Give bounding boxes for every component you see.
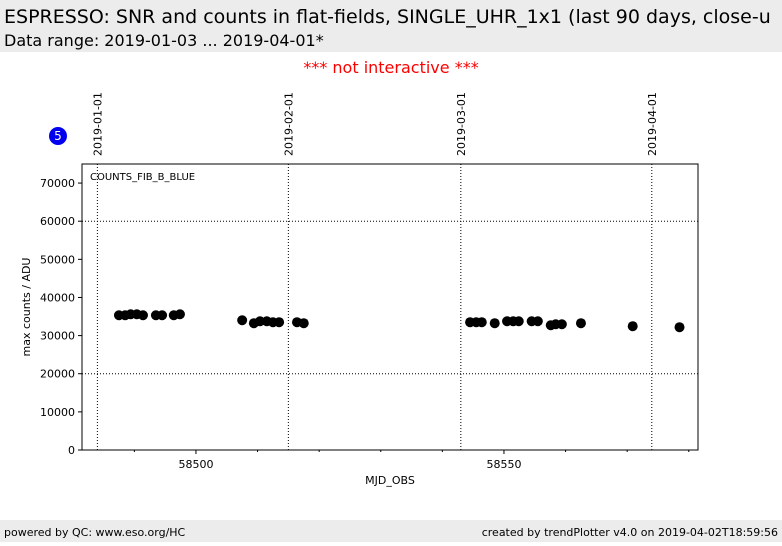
point [674, 322, 685, 333]
footer-band [0, 520, 782, 542]
y-tick-label: 20000 [40, 368, 75, 381]
point [274, 317, 285, 328]
y-tick-label: 10000 [40, 406, 75, 419]
point [476, 317, 487, 328]
header-band [0, 0, 782, 52]
y-tick-label: 30000 [40, 330, 75, 343]
date-label: 2019-02-01 [282, 92, 295, 156]
point [298, 318, 309, 329]
y-tick-label: 60000 [40, 215, 75, 228]
series-label: COUNTS_FIB_B_BLUE [90, 172, 195, 183]
y-tick-label: 70000 [40, 177, 75, 190]
x-tick-label: 58500 [178, 458, 213, 471]
page-subtitle: Data range: 2019-01-03 ... 2019-04-01* [4, 31, 324, 50]
footer-left: powered by QC: www.eso.org/HC [4, 526, 186, 539]
date-label: 2019-04-01 [646, 92, 659, 156]
point [575, 318, 586, 329]
point [174, 309, 185, 320]
point [532, 316, 543, 327]
point [556, 319, 567, 330]
point [627, 321, 638, 332]
date-label: 2019-03-01 [455, 92, 468, 156]
x-tick-label: 58550 [486, 458, 521, 471]
footer-right: created by trendPlotter v4.0 on 2019-04-… [482, 526, 778, 539]
page-title: ESPRESSO: SNR and counts in flat-fields,… [4, 6, 771, 28]
point [137, 310, 148, 321]
plot-frame [81, 163, 699, 451]
x-axis-label: MJD_OBS [365, 474, 415, 487]
notice: *** not interactive *** [303, 58, 478, 77]
badge [49, 127, 67, 145]
y-tick-label: 0 [68, 444, 75, 457]
y-tick-label: 50000 [40, 253, 75, 266]
badge-label: 5 [54, 129, 62, 143]
point [237, 315, 248, 326]
point [157, 310, 168, 321]
date-label: 2019-01-01 [91, 92, 104, 156]
y-tick-label: 40000 [40, 291, 75, 304]
point [513, 316, 524, 327]
y-axis-label: max counts / ADU [20, 258, 33, 357]
point [489, 318, 500, 329]
